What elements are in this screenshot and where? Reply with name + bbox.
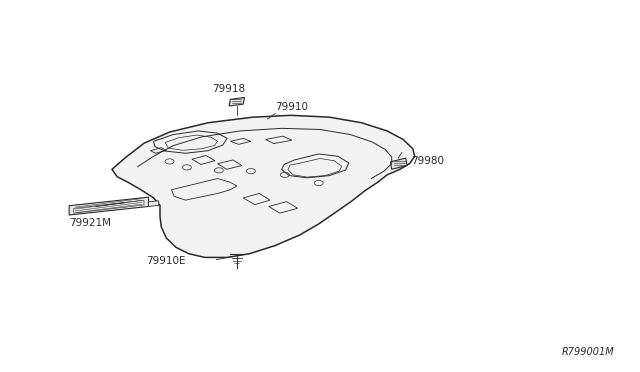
Polygon shape [148, 201, 159, 206]
Text: 79980: 79980 [411, 156, 444, 166]
Polygon shape [69, 197, 148, 215]
Polygon shape [229, 97, 244, 106]
Text: 79921M: 79921M [69, 218, 111, 228]
Text: 79910: 79910 [275, 102, 308, 112]
Text: 79910E: 79910E [146, 256, 186, 266]
Text: 79918: 79918 [212, 84, 246, 94]
Polygon shape [112, 115, 415, 257]
Polygon shape [390, 158, 407, 169]
Text: R799001M: R799001M [562, 347, 614, 357]
